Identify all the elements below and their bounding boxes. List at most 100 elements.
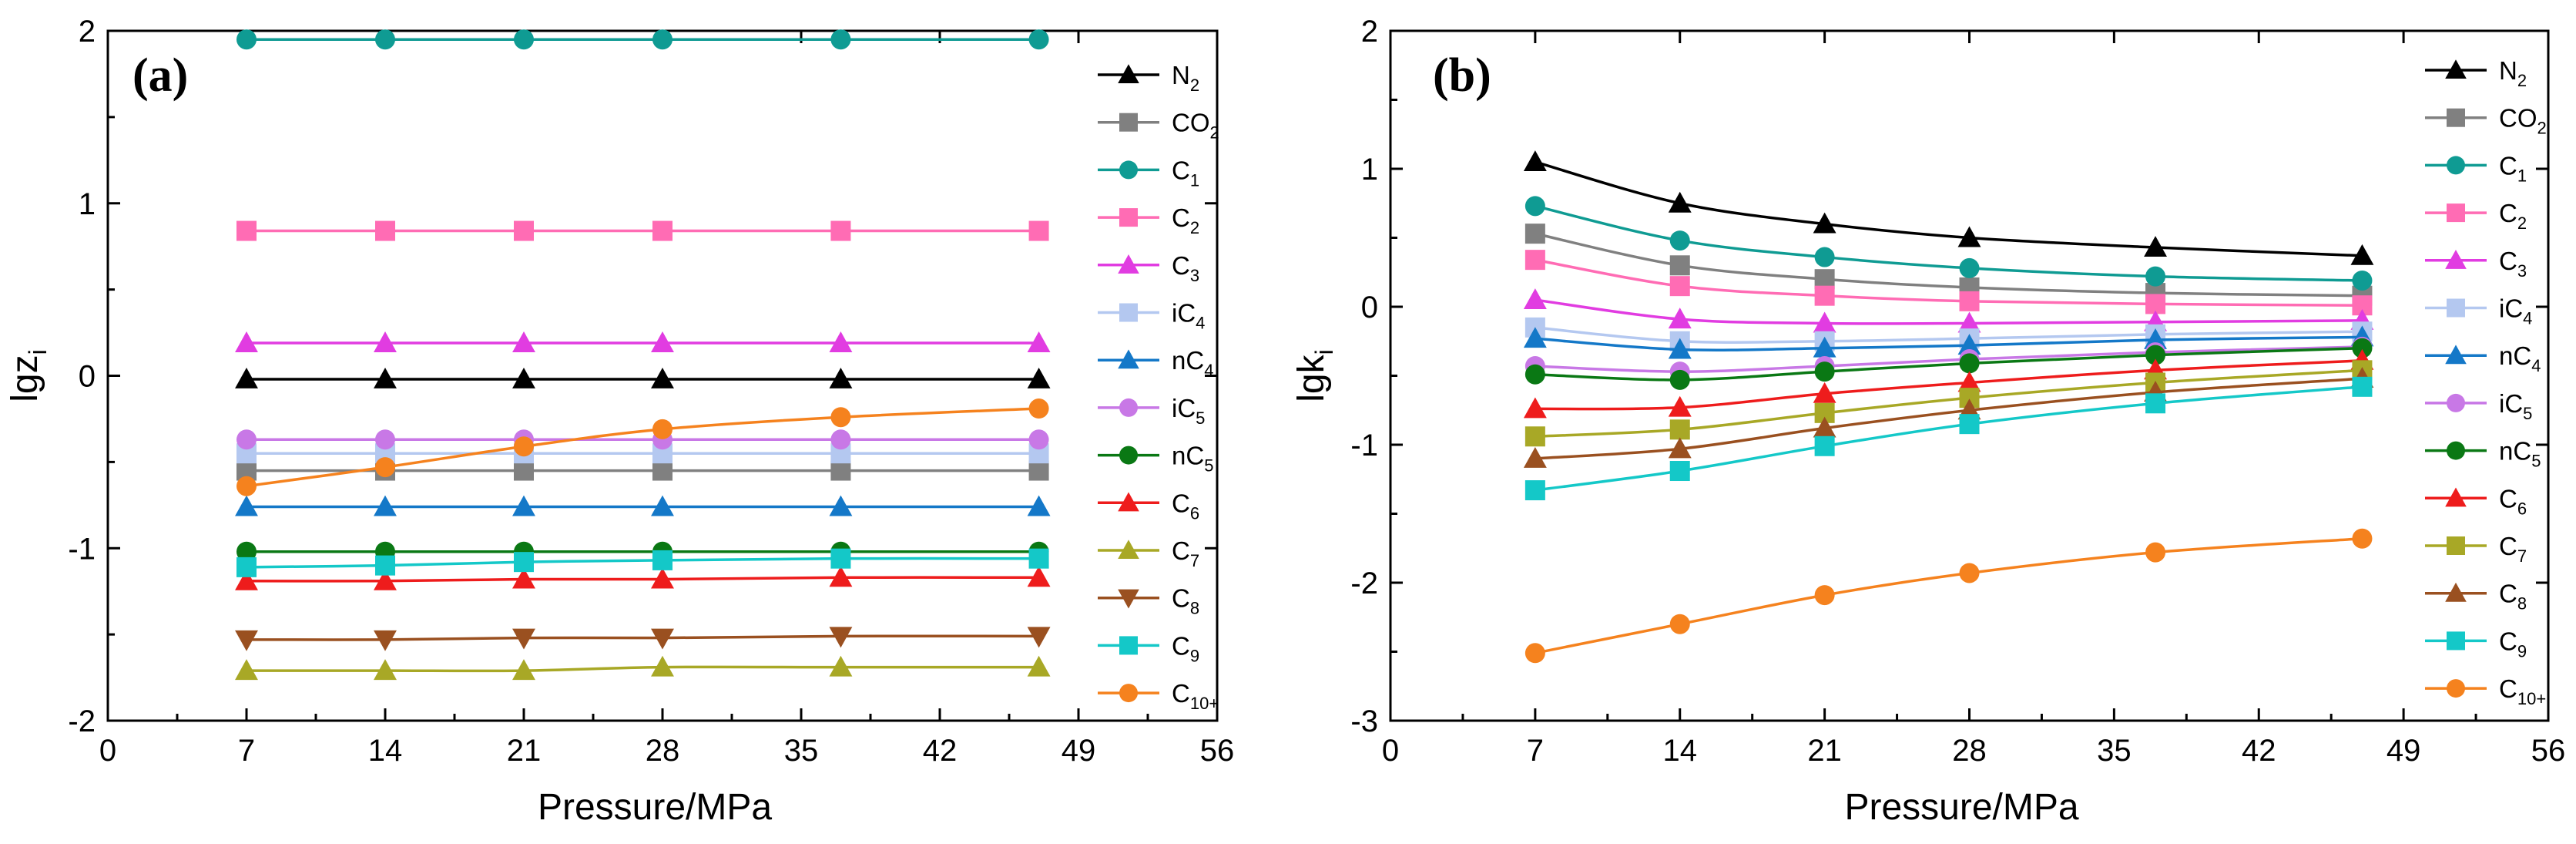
chart-a-legend-label-main: nC	[1172, 442, 1204, 470]
chart-b-legend-marker	[2445, 250, 2467, 269]
chart-a-data-point	[829, 655, 853, 677]
chart-b-legend-label-sub: 3	[2517, 261, 2527, 281]
chart-b-data-point	[1813, 416, 1836, 438]
chart-a-xtick-label: 35	[784, 734, 819, 768]
chart-a-data-point	[374, 331, 397, 352]
chart-a-data-point	[512, 628, 535, 650]
chart-b-legend-entry: C2	[2425, 199, 2527, 233]
chart-a-data-point	[652, 220, 673, 241]
chart-b-legend-label-main: C	[2499, 151, 2517, 180]
chart-a-series-10	[235, 655, 1051, 681]
chart-a-legend-entry: N2	[1098, 61, 1199, 95]
chart-b-legend-label: C6	[2499, 484, 2527, 518]
chart-a-series-13	[236, 398, 1049, 496]
chart-a-data-point	[1028, 429, 1049, 450]
chart-b-ytick-label: 1	[1361, 153, 1378, 187]
chart-b-data-point	[1669, 230, 1690, 251]
chart-a-data-point	[236, 541, 257, 562]
chart-a-legend-entry: iC5	[1098, 394, 1205, 428]
chart-b-legend-marker	[2447, 203, 2465, 223]
chart-b-legend-label: iC4	[2499, 294, 2532, 328]
chart-b-series-12	[1524, 376, 2373, 501]
chart-b-legend-entry: iC5	[2425, 389, 2532, 423]
chart-a-data-point	[514, 552, 534, 573]
chart-b-series-10	[1524, 360, 2373, 447]
chart-b-series-7	[1524, 336, 2373, 382]
chart-a-legend-label-main: C	[1172, 679, 1190, 708]
chart-a-data-point	[235, 331, 258, 352]
chart-b-legend-marker	[2445, 345, 2467, 365]
chart-b-series-3	[1524, 250, 2373, 316]
chart-a-data-point	[514, 436, 534, 457]
chart-a-data-point	[829, 368, 853, 388]
chart-a-legend-label-main: iC	[1172, 299, 1196, 328]
chart-a-xtick-label: 56	[1200, 734, 1235, 768]
chart-b-data-point	[1524, 224, 1545, 244]
chart-a-series-line	[246, 407, 1039, 488]
chart-b-data-point	[1959, 291, 1980, 311]
chart-b-data-point	[1669, 255, 1690, 276]
chart-b-legend-label-sub: 4	[2531, 356, 2541, 375]
chart-a-legend-label: C1	[1172, 156, 1199, 190]
chart-a-data-point	[236, 429, 257, 450]
chart-a-ytick-label: 0	[79, 360, 96, 394]
chart-a-legend-label-main: C	[1172, 631, 1190, 660]
chart-b-legend-label: C3	[2499, 247, 2527, 281]
chart-a-ytick-label: 1	[79, 187, 96, 221]
chart-b-series-line	[1535, 298, 2363, 325]
chart-b-legend-label-sub: 4	[2523, 309, 2532, 328]
chart-a-data-point	[1027, 627, 1051, 648]
chart-a-series-line	[246, 576, 1039, 583]
chart-b-data-point	[1668, 308, 1692, 329]
chart-a-legend-entry: C6	[1098, 489, 1199, 523]
chart-a-legend-entry: nC4	[1098, 346, 1213, 380]
chart-a-data-point	[652, 550, 673, 570]
chart-a-legend-label: C3	[1172, 251, 1199, 285]
chart-b-data-point	[1957, 334, 1981, 355]
chart-b-data-point	[2352, 338, 2373, 358]
chart-a-data-point	[512, 331, 535, 352]
chart-a-xtick-label: 42	[923, 734, 958, 768]
chart-a-data-point	[375, 555, 395, 576]
chart-b-legend-entry: CO2	[2425, 104, 2547, 138]
chart-a-legend-marker	[1119, 208, 1138, 227]
chart-b-data-point	[1814, 435, 1835, 456]
chart-b-legend-label-sub: 10+	[2517, 689, 2546, 708]
chart-b-data-point	[1524, 480, 1545, 501]
chart-b-panel-label: (b)	[1433, 49, 1491, 102]
chart-b-legend-label: C8	[2499, 580, 2527, 614]
chart-b-legend-entry: C7	[2425, 532, 2527, 566]
chart-b-legend-entry: iC4	[2425, 294, 2532, 328]
chart-b-legend-label: nC4	[2499, 341, 2541, 375]
chart-b-xtick-label: 0	[1382, 734, 1399, 768]
chart-b-legend-label-main: N	[2499, 56, 2517, 85]
chart-a-series-line	[247, 665, 1039, 673]
chart-b-legend-label: C7	[2499, 532, 2527, 566]
chart-a-legend-label-sub: 3	[1190, 266, 1199, 285]
chart-a-data-point	[375, 457, 395, 478]
chart-b-ytick-label: 0	[1361, 291, 1378, 324]
chart-b-legend-label-main: C	[2499, 580, 2517, 608]
chart-b-data-point	[1813, 336, 1836, 358]
chart-a-data-point	[512, 368, 535, 388]
chart-b-xtick-label: 35	[2097, 734, 2132, 768]
chart-a-series-9	[235, 566, 1051, 590]
chart-a-data-point	[1027, 655, 1051, 677]
chart-a-data-point	[1027, 331, 1051, 352]
chart-a-legend-marker	[1119, 303, 1138, 322]
chart-a-xlabel: Pressure/MPa	[538, 787, 772, 828]
chart-a-data-point	[374, 569, 397, 590]
chart-b-data-point	[2144, 328, 2168, 349]
chart-b-data-point	[1669, 369, 1690, 390]
chart-a-series-line	[246, 557, 1039, 569]
chart-a-data-point	[651, 655, 674, 677]
chart-a-legend-marker	[1119, 398, 1138, 417]
chart-a-legend-label-main: C	[1172, 536, 1190, 565]
chart-b-legend-label-main: nC	[2499, 437, 2531, 466]
chart-b-xtick-label: 21	[1807, 734, 1842, 768]
chart-b-series-line	[1535, 160, 2363, 257]
chart-b-ylabel: lgki	[1291, 349, 1338, 402]
